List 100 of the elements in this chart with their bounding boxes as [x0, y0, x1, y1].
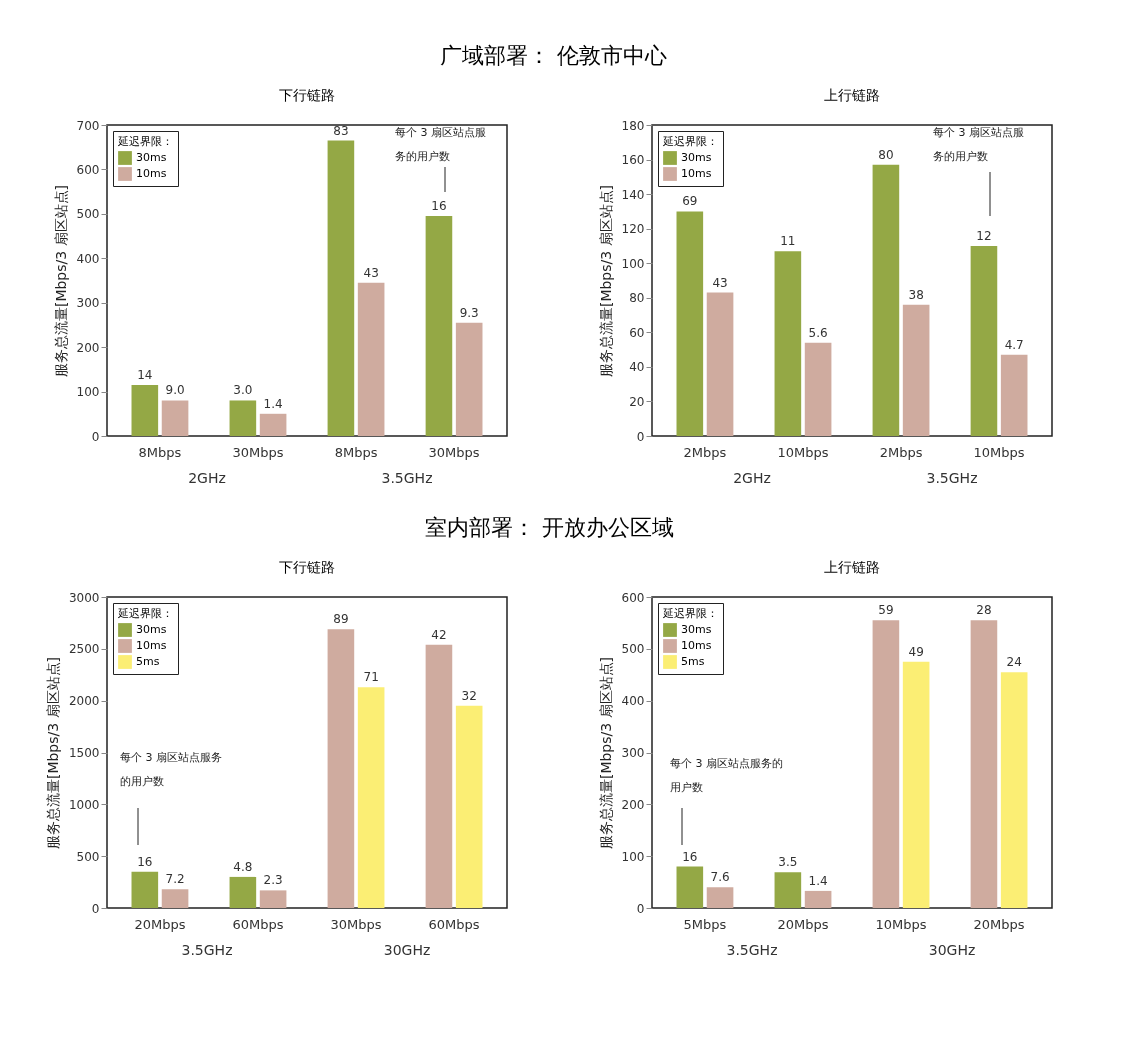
legend-title: 延迟界限：	[662, 607, 718, 620]
legend-label: 30ms	[136, 151, 167, 164]
annotation: 9.0	[165, 383, 185, 398]
x-tick-label: 30Mbps	[330, 916, 382, 932]
y-tick-label: 140	[621, 187, 645, 202]
text: 3.5GHz	[181, 942, 233, 958]
y-tick-label: 600	[76, 162, 100, 177]
y-tick-label: 60	[629, 325, 645, 340]
y-tick-label: 0	[91, 429, 100, 444]
bar	[161, 400, 189, 436]
text: 30GHz	[383, 942, 431, 958]
y-tick-label: 160	[621, 153, 645, 168]
y-tick-label: 2000	[68, 694, 100, 709]
annotation: 3.0	[233, 383, 253, 398]
text: 3.5GHz	[381, 470, 433, 486]
bar	[774, 251, 802, 436]
x-tick-label: 8Mbps	[138, 444, 182, 460]
legend-label: 10ms	[136, 639, 167, 652]
legend-label: 30ms	[681, 151, 712, 164]
legend-label: 10ms	[681, 167, 712, 180]
annotation: 83	[333, 123, 349, 138]
annotation: 43	[712, 275, 728, 290]
y-tick-label: 40	[629, 360, 645, 375]
y-tick-label: 500	[76, 207, 100, 222]
annotation: 每个 3 扇区站点服务的用户数	[670, 757, 783, 794]
annotation: 80	[878, 147, 894, 162]
y-tick-label: 80	[629, 291, 645, 306]
bar	[872, 164, 900, 436]
legend-label: 10ms	[681, 639, 712, 652]
y-tick-label: 2500	[68, 642, 100, 657]
annotation: 4.7	[1004, 337, 1024, 352]
y-tick-label: 200	[621, 797, 645, 812]
bar	[455, 322, 483, 436]
annotation: 42	[431, 627, 447, 642]
y-tick-label: 0	[636, 901, 645, 916]
x-tick-label: 30Mbps	[428, 444, 480, 460]
bar	[327, 140, 355, 436]
annotation: 3.5	[778, 855, 798, 870]
y-tick-label: 600	[621, 590, 645, 605]
annotation: 11	[780, 234, 796, 249]
bar	[804, 342, 832, 436]
annotation: 每个 3 扇区站点服务的用户数	[395, 126, 486, 163]
chart-subtitle: 上行链路	[824, 87, 880, 103]
annotation: 32	[461, 688, 477, 703]
y-tick-label: 500	[76, 849, 100, 864]
annotation: 2.3	[263, 873, 283, 888]
legend-title: 延迟界限：	[117, 135, 173, 148]
y-tick-label: 200	[76, 340, 100, 355]
text: 3.5GHz	[926, 470, 978, 486]
legend-title: 延迟界限：	[662, 135, 718, 148]
x-tick-label: 2Mbps	[879, 444, 923, 460]
legend-label: 30ms	[136, 623, 167, 636]
annotation: 69	[682, 194, 698, 209]
bar	[970, 245, 998, 436]
annotation: 每个 3 扇区站点服务的用户数	[120, 751, 222, 788]
y-tick-label: 1000	[68, 797, 100, 812]
legend-title: 延迟界限：	[117, 607, 173, 620]
legend-label: 30ms	[681, 623, 712, 636]
annotation: 16	[431, 199, 447, 214]
legend-label: 5ms	[681, 655, 705, 668]
bar	[425, 216, 453, 436]
annotation: 7.2	[165, 872, 185, 887]
x-tick-label: 2Mbps	[683, 444, 727, 460]
annotation: 38	[908, 287, 924, 302]
annotation: 28	[976, 603, 992, 618]
annotation: 59	[878, 603, 894, 618]
x-tick-label: 20Mbps	[777, 916, 829, 932]
y-axis-title: 服务总流量[Mbps/3 扇区站点]	[597, 184, 614, 378]
y-tick-label: 700	[76, 118, 100, 133]
annotation: 每个 3 扇区站点服务的用户数	[933, 126, 1024, 163]
y-tick-label: 100	[621, 256, 645, 271]
bar	[259, 413, 287, 436]
y-tick-label: 3000	[68, 590, 100, 605]
x-tick-label: 8Mbps	[334, 444, 378, 460]
y-tick-label: 120	[621, 222, 645, 237]
annotation: 16	[137, 854, 153, 869]
x-tick-label: 10Mbps	[973, 444, 1025, 460]
y-tick-label: 20	[629, 394, 645, 409]
chart-subtitle: 下行链路	[279, 559, 335, 575]
x-tick-label: 5Mbps	[683, 916, 727, 932]
annotation: 89	[333, 612, 349, 627]
y-tick-label: 500	[621, 642, 645, 657]
annotation: 5.6	[808, 325, 828, 340]
y-tick-label: 1500	[68, 746, 100, 760]
bar	[357, 282, 385, 436]
annotation: 12	[976, 228, 992, 243]
text: 30GHz	[928, 942, 976, 958]
legend-label: 5ms	[136, 655, 160, 668]
chart-subtitle: 上行链路	[824, 559, 880, 575]
y-axis-title: 服务总流量[Mbps/3 扇区站点]	[597, 656, 614, 850]
x-tick-label: 60Mbps	[232, 916, 284, 932]
y-axis-title: 服务总流量[Mbps/3 扇区站点]	[52, 184, 69, 378]
y-axis-title: 服务总流量[Mbps/3 扇区站点]	[44, 656, 61, 850]
y-tick-label: 0	[91, 901, 100, 916]
x-tick-label: 10Mbps	[875, 916, 927, 932]
legend-label: 10ms	[136, 167, 167, 180]
bar	[706, 292, 734, 436]
y-tick-label: 180	[621, 118, 645, 133]
bar	[902, 304, 930, 436]
y-tick-label: 400	[76, 251, 100, 266]
